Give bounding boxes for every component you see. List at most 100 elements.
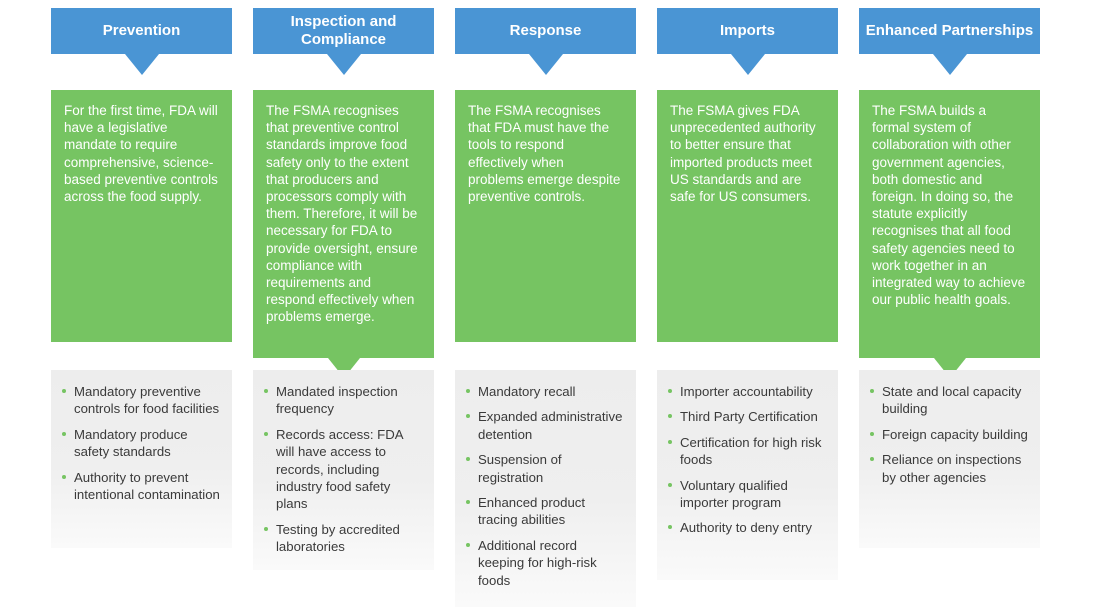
bullet-dot-icon bbox=[62, 474, 66, 479]
list-item[interactable]: Third Party Certification bbox=[667, 408, 828, 425]
bullet-dot-icon bbox=[62, 431, 66, 436]
list-item-label: Additional record keeping for high-risk … bbox=[478, 537, 597, 588]
list-item-label: Mandatory recall bbox=[478, 384, 576, 399]
list-item-label: Mandatory preventive controls for food f… bbox=[74, 384, 220, 417]
pillar-provisions-panel: Importer accountability Third Party Certi… bbox=[657, 370, 838, 580]
pillar-header-title[interactable]: Imports bbox=[657, 8, 838, 54]
list-item[interactable]: Foreign capacity building bbox=[869, 426, 1030, 443]
provisions-list: Mandated inspection frequency Records acc… bbox=[263, 383, 424, 556]
pillar-column-1: Prevention For the first time, FDA will h… bbox=[51, 0, 232, 607]
pillar-provisions-group: Mandatory preventive controls for food f… bbox=[51, 370, 232, 548]
bullet-dot-icon bbox=[870, 457, 874, 462]
pillar-header-title[interactable]: Response bbox=[455, 8, 636, 54]
list-item[interactable]: Voluntary qualified importer program bbox=[667, 477, 828, 512]
header-down-arrow-icon bbox=[528, 54, 563, 75]
bullet-dot-icon bbox=[466, 457, 470, 462]
pillar-description-text: For the first time, FDA will have a legi… bbox=[51, 90, 232, 342]
pillar-provisions-group: Importer accountability Third Party Certi… bbox=[657, 370, 838, 580]
pillar-provisions-panel: State and local capacity building Foreign… bbox=[859, 370, 1040, 548]
pillar-description-group: The FSMA recognises that FDA must have t… bbox=[455, 90, 636, 342]
bullet-dot-icon bbox=[62, 389, 66, 393]
list-item[interactable]: Suspension of registration bbox=[465, 451, 626, 486]
list-item-label: Certification for high risk foods bbox=[680, 434, 822, 468]
list-item-label: Suspension of registration bbox=[478, 452, 562, 485]
list-item-label: Authority to deny entry bbox=[680, 520, 812, 536]
bullet-dot-icon bbox=[466, 500, 470, 505]
bullet-dot-icon bbox=[466, 414, 470, 419]
bullet-dot-icon bbox=[264, 389, 268, 393]
provisions-list: Mandatory recall Expanded administrative … bbox=[465, 383, 626, 589]
pillar-provisions-panel: Mandatory recall Expanded administrative … bbox=[455, 370, 636, 607]
list-item[interactable]: Authority to prevent intentional contami… bbox=[61, 469, 222, 504]
bullet-dot-icon bbox=[466, 389, 470, 393]
list-item-label: Records access: FDA will have access to … bbox=[276, 426, 403, 512]
list-item[interactable]: Authority to deny entry bbox=[667, 519, 828, 536]
pillar-provisions-group: Mandatory recall Expanded administrative … bbox=[455, 370, 636, 607]
pillar-provisions-panel: Mandated inspection frequency Records acc… bbox=[253, 370, 434, 570]
list-item[interactable]: Importer accountability bbox=[667, 383, 828, 400]
list-item-label: Expanded administrative detention bbox=[478, 409, 623, 442]
list-item-label: State and local capacity building bbox=[882, 384, 1022, 417]
pillar-description-group: For the first time, FDA will have a legi… bbox=[51, 90, 232, 342]
bullet-dot-icon bbox=[668, 525, 672, 530]
provisions-list: Importer accountability Third Party Certi… bbox=[667, 383, 828, 537]
pillar-header-group: Inspection and Compliance bbox=[253, 8, 434, 75]
pillar-provisions-group: State and local capacity building Foreign… bbox=[859, 370, 1040, 548]
pillar-column-2: Inspection and Compliance The FSMA recogn… bbox=[253, 0, 434, 607]
list-item-label: Testing by accredited laboratories bbox=[276, 521, 400, 555]
header-down-arrow-icon bbox=[730, 54, 765, 75]
list-item[interactable]: Records access: FDA will have access to … bbox=[263, 426, 424, 513]
pillar-description-text: The FSMA gives FDA unprecedented authori… bbox=[657, 90, 838, 342]
bullet-dot-icon bbox=[668, 439, 672, 444]
bullet-dot-icon bbox=[870, 389, 874, 393]
list-item[interactable]: Additional record keeping for high-risk … bbox=[465, 537, 626, 589]
pillar-header-title[interactable]: Prevention bbox=[51, 8, 232, 54]
list-item[interactable]: Mandatory preventive controls for food f… bbox=[61, 383, 222, 418]
list-item[interactable]: Mandatory recall bbox=[465, 383, 626, 400]
pillar-header-group: Imports bbox=[657, 8, 838, 75]
list-item[interactable]: Expanded administrative detention bbox=[465, 408, 626, 443]
list-item[interactable]: Testing by accredited laboratories bbox=[263, 521, 424, 556]
list-item-label: Reliance on inspections by other agencie… bbox=[882, 452, 1022, 485]
header-down-arrow-icon bbox=[124, 54, 159, 75]
list-item-label: Authority to prevent intentional contami… bbox=[74, 469, 220, 503]
list-item[interactable]: Reliance on inspections by other agencie… bbox=[869, 451, 1030, 486]
pillar-header-title[interactable]: Enhanced Partnerships bbox=[859, 8, 1040, 54]
pillar-description-text: The FSMA recognises that FDA must have t… bbox=[455, 90, 636, 342]
list-item-label: Enhanced product tracing abilities bbox=[478, 495, 586, 528]
header-down-arrow-icon bbox=[326, 54, 361, 75]
pillar-description-group: The FSMA builds a formal system of colla… bbox=[859, 90, 1040, 378]
provisions-list: State and local capacity building Foreign… bbox=[869, 383, 1030, 486]
pillar-column-4: Imports The FSMA gives FDA unprecedented … bbox=[657, 0, 838, 607]
list-item[interactable]: Enhanced product tracing abilities bbox=[465, 494, 626, 529]
list-item[interactable]: Mandatory produce safety standards bbox=[61, 426, 222, 461]
pillar-column-5: Enhanced Partnerships The FSMA builds a f… bbox=[859, 0, 1040, 607]
provisions-list: Mandatory preventive controls for food f… bbox=[61, 383, 222, 503]
pillar-provisions-group: Mandated inspection frequency Records acc… bbox=[253, 370, 434, 570]
list-item[interactable]: Mandated inspection frequency bbox=[263, 383, 424, 418]
pillar-header-group: Prevention bbox=[51, 8, 232, 75]
bullet-dot-icon bbox=[668, 414, 672, 419]
pillar-header-title[interactable]: Inspection and Compliance bbox=[253, 8, 434, 54]
pillar-description-text: The FSMA recognises that preventive cont… bbox=[253, 90, 434, 358]
pillar-description-group: The FSMA gives FDA unprecedented authori… bbox=[657, 90, 838, 342]
pillar-header-group: Response bbox=[455, 8, 636, 75]
list-item-label: Mandated inspection frequency bbox=[276, 384, 398, 417]
bullet-dot-icon bbox=[264, 431, 268, 436]
pillar-provisions-panel: Mandatory preventive controls for food f… bbox=[51, 370, 232, 548]
bullet-dot-icon bbox=[870, 431, 874, 436]
header-down-arrow-icon bbox=[932, 54, 967, 75]
bullet-dot-icon bbox=[668, 482, 672, 487]
list-item-label: Voluntary qualified importer program bbox=[680, 477, 788, 511]
list-item-label: Foreign capacity building bbox=[882, 426, 1028, 442]
pillar-column-3: Response The FSMA recognises that FDA mus… bbox=[455, 0, 636, 607]
list-item-label: Mandatory produce safety standards bbox=[74, 426, 188, 460]
bullet-dot-icon bbox=[668, 389, 672, 393]
bullet-dot-icon bbox=[466, 542, 470, 547]
pillar-header-group: Enhanced Partnerships bbox=[859, 8, 1040, 75]
bullet-dot-icon bbox=[264, 526, 268, 531]
pillar-description-text: The FSMA builds a formal system of colla… bbox=[859, 90, 1040, 358]
list-item[interactable]: Certification for high risk foods bbox=[667, 434, 828, 469]
list-item[interactable]: State and local capacity building bbox=[869, 383, 1030, 418]
